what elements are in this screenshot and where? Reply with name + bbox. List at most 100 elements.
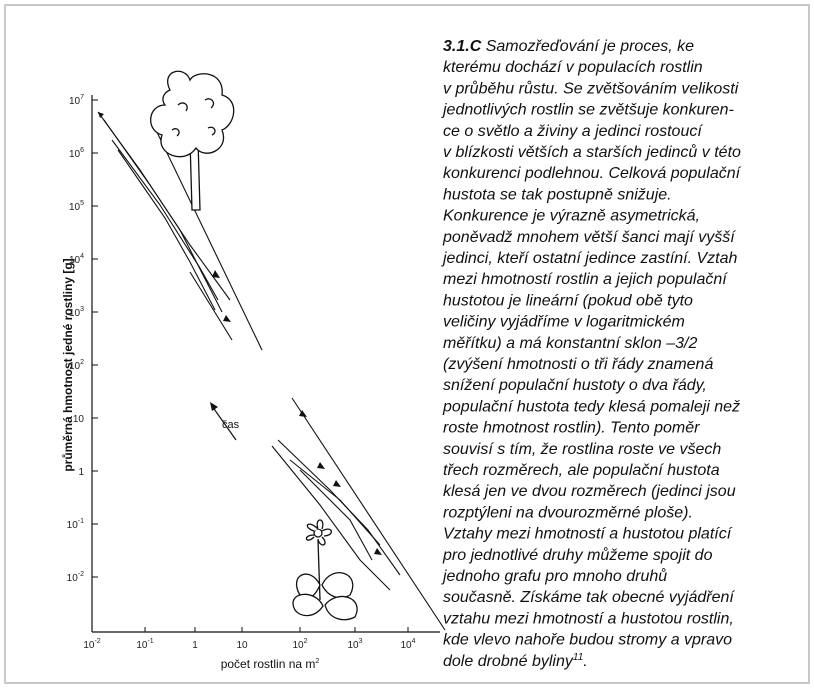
y-tick-label-exponent: 4 xyxy=(80,253,84,260)
trajectory xyxy=(271,445,391,591)
x-tick-label-base: 10 xyxy=(236,640,248,651)
y-tick-label: 10-1 xyxy=(67,518,84,531)
caption-text: rozptýleni na dvourozměrné ploše). xyxy=(443,504,693,521)
caption-line: roste hmotnost rostlin). Tento poměr xyxy=(443,420,700,437)
caption-line: ce o světlo a živiny a jedinci rostoucí xyxy=(443,123,703,140)
caption-line: (zvýšení hmotnosti o tři řády znamená xyxy=(443,356,713,373)
x-axis-label: počet rostlin na m2 xyxy=(221,657,320,671)
caption-line: poněvadž mnohem větší šanci mají vyšší xyxy=(442,229,736,246)
y-tick-label-base: 10 xyxy=(69,308,81,319)
caption-text: populační hustota tedy klesá pomaleji ne… xyxy=(442,398,740,415)
caption-text: pro jednotlivé druhy můžeme spojit do xyxy=(442,546,713,564)
y-tick-label: 105 xyxy=(69,200,84,213)
y-tick-label-base: 10 xyxy=(67,573,79,584)
y-tick-label-base: 10 xyxy=(69,255,81,266)
footnote-ref: 11 xyxy=(573,652,583,663)
caption-line: jednoho grafu pro mnoho druhů xyxy=(441,567,667,585)
caption-text: dole drobné byliny xyxy=(443,653,574,670)
caption-text: v průběhu růstu. Se zvětšováním velikost… xyxy=(443,79,739,97)
x-tick-label-base: 10 xyxy=(83,640,95,651)
caption-line: jednotlivých rostlin se zvětšuje konkure… xyxy=(441,102,734,119)
x-tick-label: 103 xyxy=(347,638,362,651)
thinning-line xyxy=(154,127,263,351)
time-arrowhead xyxy=(210,402,218,411)
caption-text: jednoho grafu pro mnoho druhů xyxy=(441,567,667,585)
y-tick-label: 106 xyxy=(69,147,84,160)
x-tick-label-base: 10 xyxy=(347,640,359,651)
axes xyxy=(91,95,440,633)
caption-line: kde vlevo nahoře budou stromy a vpravo xyxy=(443,632,732,649)
trajectory xyxy=(103,119,231,301)
y-tick-label-exponent: 6 xyxy=(80,147,84,154)
trajectory xyxy=(117,149,216,311)
x-tick-label: 102 xyxy=(292,638,307,651)
caption-text: souvisí s tím, že rostlina roste ve všec… xyxy=(443,441,721,458)
trajectories xyxy=(97,111,446,631)
trajectory xyxy=(299,469,373,561)
caption-label: 3.1.C xyxy=(443,38,482,55)
x-axis-label-text: počet rostlin na m xyxy=(221,657,316,671)
caption-line: jedinci, kteří ostatní jedince zastíní. … xyxy=(441,250,737,267)
caption-line: hustota se tak postupně snižuje. xyxy=(443,186,672,203)
caption-text: kterému dochází v populacích rostlin xyxy=(443,59,703,76)
caption-line: veličiny vyjádříme v logaritmickém xyxy=(443,314,685,331)
caption-text: klesá jen ve dvou rozměrech (jedinci jso… xyxy=(443,483,736,500)
y-tick-label: 104 xyxy=(69,253,84,266)
caption-line: hustotou je lineární (pokud obě tyto xyxy=(443,292,693,309)
tree-icon xyxy=(150,70,235,211)
caption-line: konkurenci podlehnou. Celková populační xyxy=(443,165,742,182)
frame xyxy=(4,4,810,684)
y-tick-label: 10 xyxy=(73,414,85,425)
x-tick-label-exponent: 2 xyxy=(304,638,308,645)
trajectory xyxy=(289,459,381,546)
caption-line: třech rozměrech, ale populační hustota xyxy=(443,462,720,479)
flower-icon xyxy=(292,519,358,621)
x-tick-label-exponent: 3 xyxy=(359,638,363,645)
caption-line: kterému dochází v populacích rostlin xyxy=(443,59,703,76)
caption-line: současně. Získáme tak obecné vyjádření xyxy=(443,589,735,606)
caption-text: (zvýšení hmotnosti o tři řády znamená xyxy=(443,356,713,373)
caption-text: Konkurence je výrazně asymetrická, xyxy=(443,208,700,225)
y-tick-label-base: 10 xyxy=(73,414,85,425)
y-tick-label-exponent: 2 xyxy=(80,359,84,366)
y-tick-label: 103 xyxy=(69,306,84,319)
caption-text: vztahu mezi hmotností a hustotou rostlin… xyxy=(443,610,734,627)
x-tick-label: 10 xyxy=(236,640,248,651)
arrowheads xyxy=(98,112,382,555)
caption-line: souvisí s tím, že rostlina roste ve všec… xyxy=(443,441,721,458)
x-tick-label: 10-1 xyxy=(136,638,153,651)
caption-text: snížení populační hustoty o dva řády, xyxy=(443,377,707,394)
x-tick-label: 104 xyxy=(400,638,415,651)
y-tick-label-base: 10 xyxy=(69,202,81,213)
x-tick-label: 1 xyxy=(192,640,198,651)
time-arrow xyxy=(211,405,237,441)
y-tick-label-exponent: -2 xyxy=(78,571,84,578)
caption-line: snížení populační hustoty o dva řády, xyxy=(443,377,707,394)
y-tick-label-exponent: 3 xyxy=(80,306,84,313)
y-tick-label-exponent: 5 xyxy=(80,200,84,207)
x-tick-label-base: 10 xyxy=(400,640,412,651)
x-tick-label-exponent: -2 xyxy=(94,638,100,645)
caption-line: populační hustota tedy klesá pomaleji ne… xyxy=(442,398,740,415)
x-tick-label-base: 10 xyxy=(292,640,304,651)
annotation: čas xyxy=(222,419,240,431)
x-axis-label-sup: 2 xyxy=(315,658,319,665)
y-tick-label-base: 1 xyxy=(78,467,84,478)
caption-text: veličiny vyjádříme v logaritmickém xyxy=(443,314,685,331)
y-tick-label: 1 xyxy=(78,467,84,478)
caption-line: Vztahy mezi hmotností a hustotou platící xyxy=(443,526,733,543)
caption-text: měřítku) a má konstantní sklon –3/2 xyxy=(443,335,697,352)
y-axis-label: průměrná hmotnost jedné rostliny [g] xyxy=(61,258,75,471)
y-tick-label: 102 xyxy=(69,359,84,372)
caption-line: klesá jen ve dvou rozměrech (jedinci jso… xyxy=(443,483,736,500)
caption: 3.1.C Samozřeďování je proces, ke kterému… xyxy=(441,38,742,670)
caption-text: jedinci, kteří ostatní jedince zastíní. … xyxy=(441,250,737,267)
caption-text: konkurenci podlehnou. Celková populační xyxy=(443,165,742,182)
caption-text: v blízkosti větších a starších jedinců v… xyxy=(443,143,741,161)
caption-text: Samozřeďování je proces, ke xyxy=(481,38,694,55)
y-tick-label-base: 10 xyxy=(69,149,81,160)
caption-line: mezi hmotností rostlin a jejich populačn… xyxy=(443,271,728,288)
y-tick-label: 107 xyxy=(69,94,84,107)
